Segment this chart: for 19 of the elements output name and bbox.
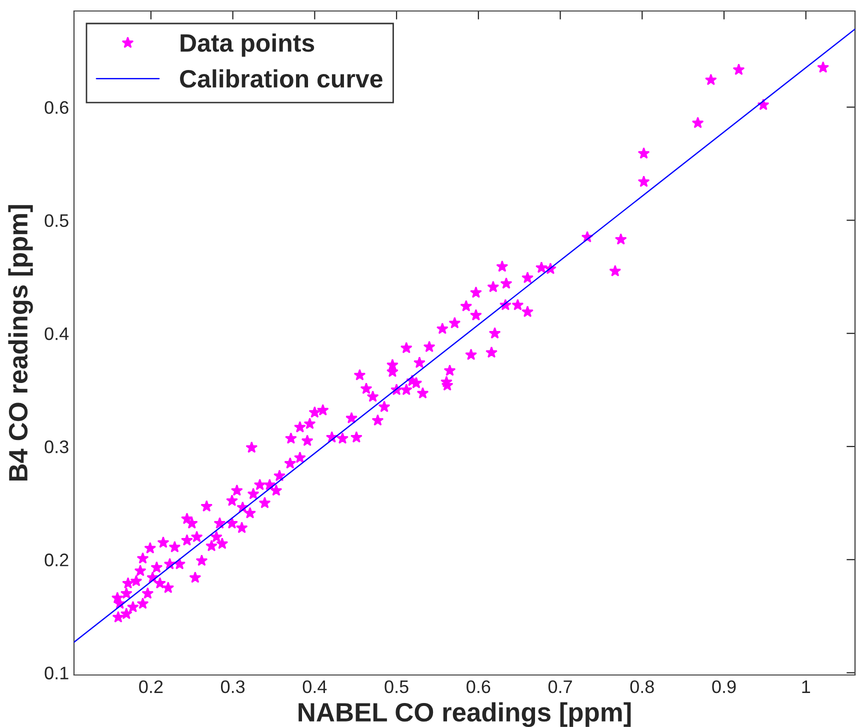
legend-label: Calibration curve — [180, 69, 382, 88]
x-tick-label: 0.5 — [384, 680, 408, 694]
x-tick-label: 0.3 — [220, 680, 245, 694]
y-tick-label: 0.2 — [44, 554, 68, 566]
x-tick-label: 0.7 — [548, 680, 572, 694]
x-tick-label: 0.8 — [630, 680, 654, 694]
y-axis-title: B4 CO readings [ppm] — [8, 205, 33, 481]
y-tick-label: 0.6 — [44, 101, 68, 114]
x-tick-label: 0.4 — [302, 680, 327, 694]
x-axis-title: NABEL CO readings [ppm] — [298, 702, 631, 727]
x-tick-label: 0.9 — [712, 680, 736, 694]
y-tick-label: 0.1 — [44, 666, 68, 680]
x-tick-label: 0.6 — [466, 680, 490, 694]
y-tick-label: 0.3 — [44, 440, 68, 454]
y-tick-label: 0.5 — [44, 214, 68, 227]
y-tick-label: 0.4 — [44, 327, 69, 340]
legend-label: Data points — [180, 34, 314, 57]
x-tick-label: 1 — [802, 680, 810, 693]
x-tick-label: 0.2 — [139, 680, 163, 694]
